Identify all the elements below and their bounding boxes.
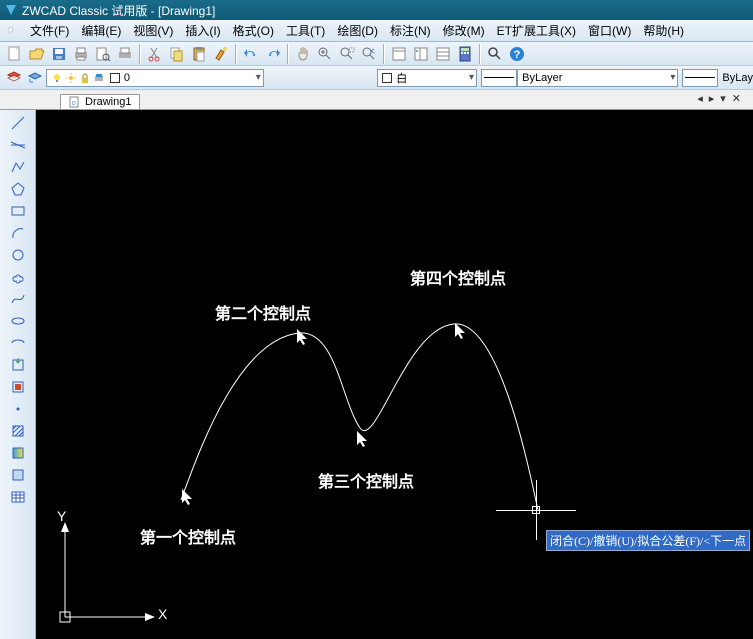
bulb-icon	[51, 72, 63, 84]
insert-icon[interactable]	[9, 356, 27, 374]
menu-tools[interactable]: 工具(T)	[280, 22, 331, 39]
layer-toolbar: 0 白 ByLayer ByLay	[0, 66, 753, 90]
design-center-icon[interactable]	[411, 44, 431, 64]
command-hint: 闭合(C)/撤销(U)/拟合公差(F)/<下一点	[546, 530, 750, 551]
ctrl-pt-4-label: 第四个控制点	[410, 265, 506, 289]
calc-icon[interactable]	[455, 44, 475, 64]
circle-icon[interactable]	[9, 246, 27, 264]
plot-icon	[93, 72, 105, 84]
polygon-icon[interactable]	[9, 180, 27, 198]
app-icon	[4, 3, 18, 17]
draw-toolbar	[0, 110, 36, 639]
point-icon[interactable]	[9, 400, 27, 418]
ellipse-icon[interactable]	[9, 312, 27, 330]
color-combo[interactable]: 白	[377, 69, 477, 87]
menu-et[interactable]: ET扩展工具(X)	[491, 22, 582, 39]
title-text: ZWCAD Classic 试用版 - [Drawing1]	[22, 2, 215, 19]
paste-icon[interactable]	[189, 44, 209, 64]
layer-prev-icon[interactable]	[26, 68, 45, 88]
color-name: 白	[396, 70, 407, 86]
layer-prop-icon[interactable]	[5, 68, 24, 88]
standard-toolbar: ?	[0, 42, 753, 66]
ctrl-pt-1-label: 第一个控制点	[140, 524, 236, 548]
cut-icon[interactable]	[145, 44, 165, 64]
pan-icon[interactable]	[293, 44, 313, 64]
file-icon	[2, 22, 20, 40]
linetype-preview[interactable]	[481, 69, 517, 87]
copy-icon[interactable]	[167, 44, 187, 64]
lock-icon	[79, 72, 91, 84]
menu-help[interactable]: 帮助(H)	[637, 22, 690, 39]
print-icon[interactable]	[71, 44, 91, 64]
tool-palettes-icon[interactable]	[433, 44, 453, 64]
svg-text:D: D	[72, 101, 76, 107]
dwg-icon: D	[69, 96, 81, 108]
block-icon[interactable]	[9, 378, 27, 396]
line-icon[interactable]	[9, 114, 27, 132]
publish-icon[interactable]	[115, 44, 135, 64]
menu-dim[interactable]: 标注(N)	[384, 22, 437, 39]
open-icon[interactable]	[27, 44, 47, 64]
drawing-canvas[interactable]: 第一个控制点 第二个控制点 第三个控制点 第四个控制点 闭合(C)/撤销(U)/…	[36, 110, 753, 639]
layer-combo[interactable]: 0	[46, 69, 264, 87]
menu-view[interactable]: 视图(V)	[127, 22, 179, 39]
save-icon[interactable]	[49, 44, 69, 64]
zoom-prev-icon[interactable]	[359, 44, 379, 64]
menu-format[interactable]: 格式(O)	[227, 22, 280, 39]
match-icon[interactable]	[211, 44, 231, 64]
redo-icon[interactable]	[263, 44, 283, 64]
print-preview-icon[interactable]	[93, 44, 113, 64]
tab-nav-buttons[interactable]: ◂▸▾✕	[697, 92, 747, 105]
menu-modify[interactable]: 修改(M)	[437, 22, 491, 39]
menu-edit[interactable]: 编辑(E)	[75, 22, 127, 39]
menu-window[interactable]: 窗口(W)	[582, 22, 637, 39]
hatch-icon[interactable]	[9, 422, 27, 440]
arc-icon[interactable]	[9, 224, 27, 242]
ctrl-pt-3-label: 第三个控制点	[318, 468, 414, 492]
lineweight-text: ByLay	[722, 72, 753, 84]
color-swatch	[382, 73, 392, 83]
menu-insert[interactable]: 插入(I)	[179, 22, 226, 39]
menu-file[interactable]: 文件(F)	[24, 22, 75, 39]
doc-tab-label: Drawing1	[85, 96, 131, 108]
layer-name: 0	[124, 72, 130, 84]
layer-color-swatch	[110, 73, 120, 83]
help-icon[interactable]: ?	[507, 44, 527, 64]
svg-text:?: ?	[514, 49, 521, 61]
zoom-window-icon[interactable]	[337, 44, 357, 64]
gradient-icon[interactable]	[9, 444, 27, 462]
zoom-realtime-icon[interactable]	[315, 44, 335, 64]
region-icon[interactable]	[9, 466, 27, 484]
pline-icon[interactable]	[9, 158, 27, 176]
ellipse-arc-icon[interactable]	[9, 334, 27, 352]
linetype-combo[interactable]: ByLayer	[517, 69, 678, 87]
xline-icon[interactable]	[9, 136, 27, 154]
revcloud-icon[interactable]	[9, 268, 27, 286]
ctrl-pt-2-label: 第二个控制点	[215, 300, 311, 324]
spline-icon[interactable]	[9, 290, 27, 308]
linetype-text: ByLayer	[522, 72, 562, 84]
properties-icon[interactable]	[389, 44, 409, 64]
sun-icon	[65, 72, 77, 84]
doc-tab[interactable]: D Drawing1	[60, 94, 140, 109]
menubar: 文件(F) 编辑(E) 视图(V) 插入(I) 格式(O) 工具(T) 绘图(D…	[0, 20, 753, 42]
new-icon[interactable]	[5, 44, 25, 64]
undo-icon[interactable]	[241, 44, 261, 64]
lineweight-preview[interactable]	[682, 69, 718, 87]
doc-tabstrip: D Drawing1 ◂▸▾✕	[0, 90, 753, 110]
titlebar: ZWCAD Classic 试用版 - [Drawing1]	[0, 0, 753, 20]
table-icon[interactable]	[9, 488, 27, 506]
rectangle-icon[interactable]	[9, 202, 27, 220]
zoom-dropdown-icon[interactable]	[485, 44, 505, 64]
menu-draw[interactable]: 绘图(D)	[331, 22, 384, 39]
